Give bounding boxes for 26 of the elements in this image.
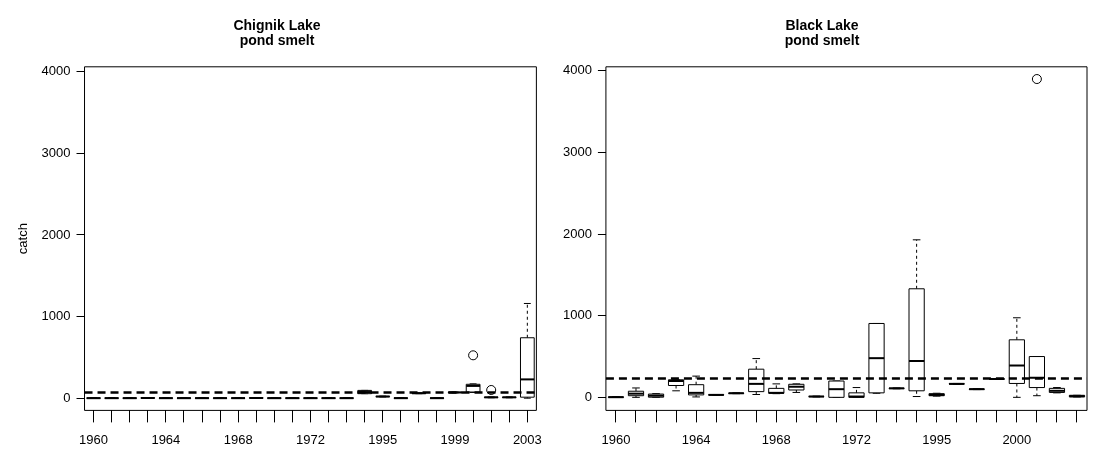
y-tick-label: 4000 [41, 63, 71, 79]
y-tick-label: 0 [584, 388, 592, 404]
y-tick-label: 4000 [563, 62, 592, 78]
y-tick-label: 3000 [563, 144, 592, 160]
x-tick-label: 1995 [922, 431, 952, 447]
y-axis-title: catch [15, 223, 31, 255]
y-tick-label: 1000 [41, 308, 71, 324]
x-tick-label: 1972 [842, 431, 871, 447]
chart-title: Black Lake pond smelt [784, 16, 860, 48]
y-tick-label: 1000 [563, 307, 592, 323]
x-tick-label: 1960 [601, 431, 631, 447]
x-tick-label: 1995 [368, 431, 398, 447]
x-tick-label: 1972 [295, 431, 325, 447]
x-tick-label: 1960 [79, 431, 109, 447]
y-tick-label: 3000 [41, 144, 71, 160]
x-tick-label: 1999 [440, 431, 470, 447]
x-tick-label: 1964 [681, 431, 711, 447]
x-tick-label: 1964 [151, 431, 181, 447]
x-tick-label: 1968 [223, 431, 253, 447]
x-tick-label: 2003 [512, 431, 542, 447]
x-tick-label: 1968 [761, 431, 791, 447]
y-tick-label: 2000 [41, 226, 71, 242]
y-tick-label: 0 [63, 389, 71, 405]
x-tick-label: 2000 [1002, 431, 1032, 447]
chart-title: Chignik Lake pond smelt [233, 16, 321, 48]
y-tick-label: 2000 [563, 225, 592, 241]
